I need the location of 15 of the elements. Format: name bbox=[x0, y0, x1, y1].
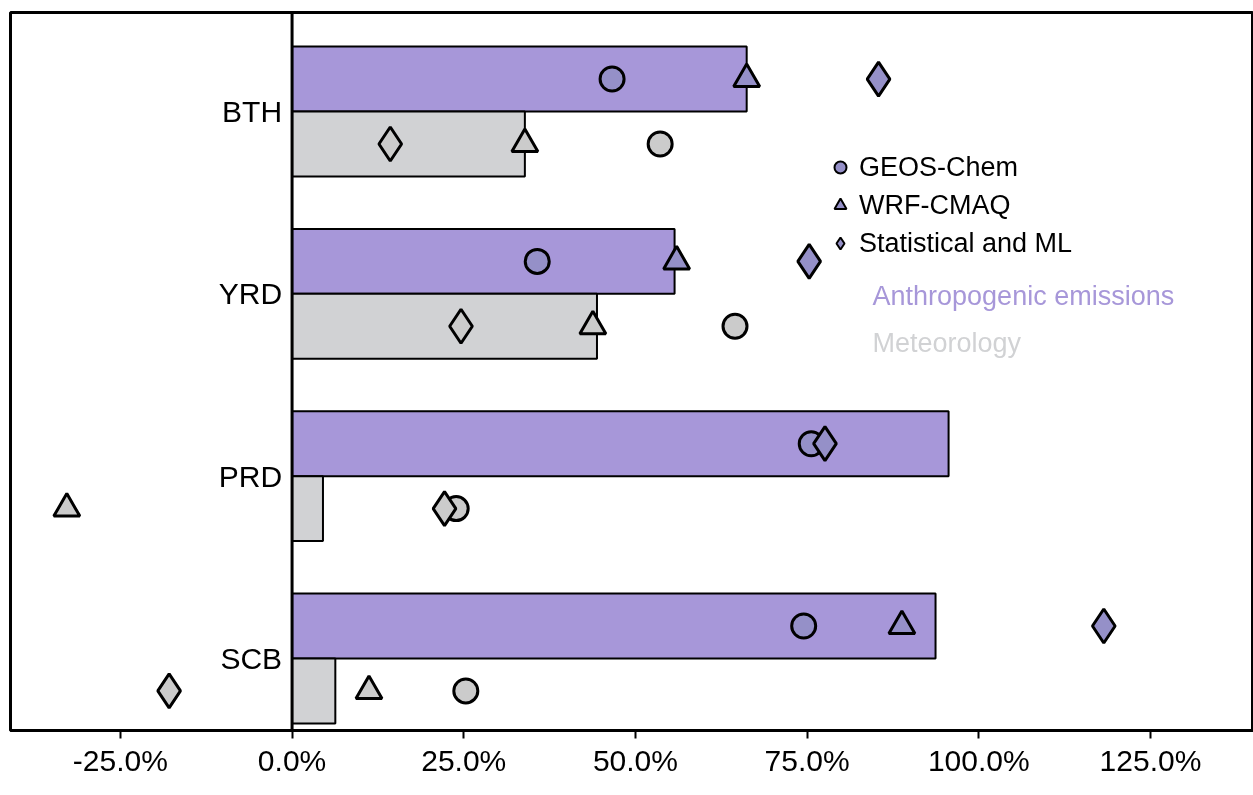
x-tick-label: 25.0% bbox=[421, 743, 507, 777]
y-tick-label: BTH bbox=[222, 95, 283, 128]
y-tick-label: YRD bbox=[218, 277, 283, 311]
x-tick-label: 75.0% bbox=[764, 743, 850, 777]
y-tick-label: SCB bbox=[220, 641, 283, 675]
x-tick-label: 125.0% bbox=[1099, 743, 1202, 777]
x-tick-label: 100.0% bbox=[927, 743, 1030, 777]
legend-label: GEOS-Chem bbox=[859, 151, 1019, 183]
x-tick-label: -25.0% bbox=[72, 743, 168, 777]
x-tick-label: 0.0% bbox=[257, 743, 327, 777]
legend-label: Statistical and ML bbox=[859, 227, 1073, 259]
legend-label: WRF-CMAQ bbox=[859, 189, 1011, 221]
y-tick-label: PRD bbox=[218, 459, 283, 493]
text: Anthropogenic emissions bbox=[872, 280, 1175, 311]
x-tick-label: 50.0% bbox=[592, 743, 678, 777]
